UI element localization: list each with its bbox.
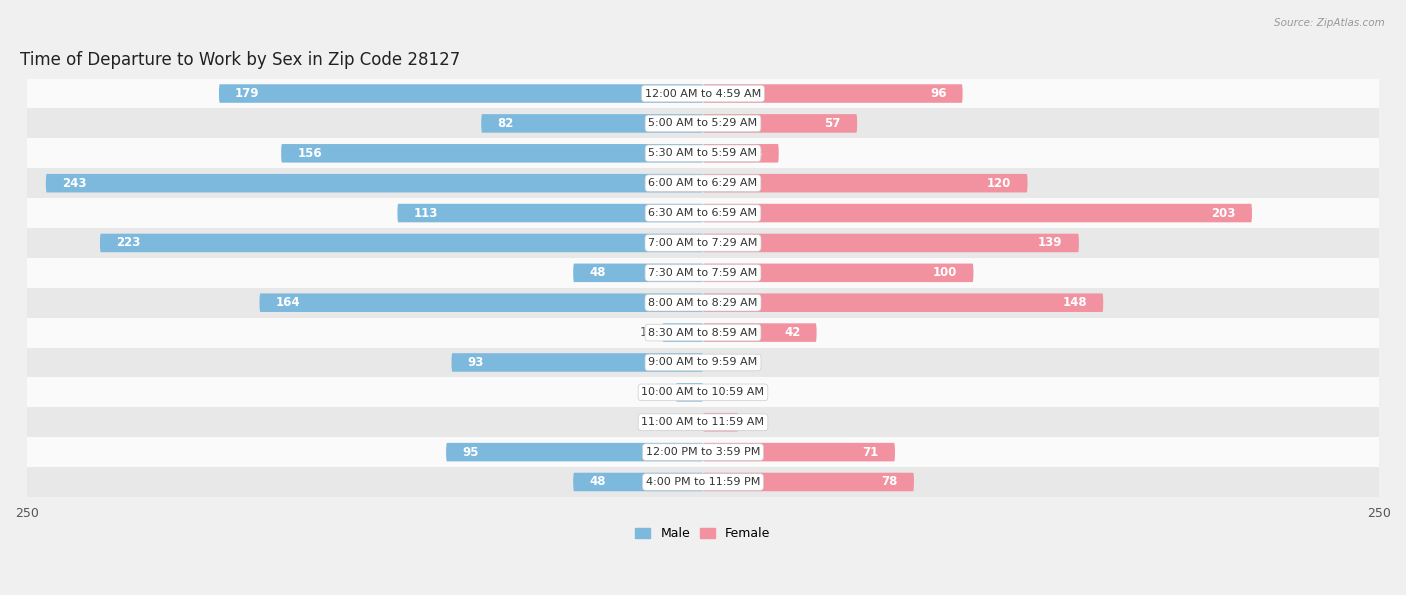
Text: 5:00 AM to 5:29 AM: 5:00 AM to 5:29 AM	[648, 118, 758, 129]
FancyBboxPatch shape	[703, 234, 1078, 252]
FancyBboxPatch shape	[703, 264, 973, 282]
FancyBboxPatch shape	[676, 383, 703, 402]
Text: 148: 148	[1063, 296, 1087, 309]
Text: 10:00 AM to 10:59 AM: 10:00 AM to 10:59 AM	[641, 387, 765, 397]
Text: 0: 0	[711, 386, 718, 399]
Bar	[27, 437, 1379, 467]
Text: Time of Departure to Work by Sex in Zip Code 28127: Time of Departure to Work by Sex in Zip …	[20, 51, 460, 68]
Bar	[27, 168, 1379, 198]
Text: 113: 113	[413, 206, 439, 220]
Text: 179: 179	[235, 87, 260, 100]
Text: 203: 203	[1212, 206, 1236, 220]
Text: 82: 82	[498, 117, 513, 130]
FancyBboxPatch shape	[481, 114, 703, 133]
Text: 78: 78	[882, 475, 897, 488]
FancyBboxPatch shape	[260, 293, 703, 312]
Text: 15: 15	[640, 326, 654, 339]
Text: 71: 71	[862, 446, 879, 459]
Text: 120: 120	[987, 177, 1011, 190]
FancyBboxPatch shape	[574, 264, 703, 282]
FancyBboxPatch shape	[100, 234, 703, 252]
FancyBboxPatch shape	[703, 293, 1104, 312]
Text: 8:30 AM to 8:59 AM: 8:30 AM to 8:59 AM	[648, 328, 758, 337]
FancyBboxPatch shape	[46, 174, 703, 192]
Text: 13: 13	[747, 416, 761, 429]
FancyBboxPatch shape	[703, 473, 914, 491]
Text: 223: 223	[117, 236, 141, 249]
Text: 9:00 AM to 9:59 AM: 9:00 AM to 9:59 AM	[648, 358, 758, 368]
Text: 10: 10	[652, 386, 668, 399]
Text: 243: 243	[62, 177, 87, 190]
FancyBboxPatch shape	[398, 204, 703, 223]
Bar	[27, 347, 1379, 377]
Bar	[27, 228, 1379, 258]
Bar	[27, 79, 1379, 108]
FancyBboxPatch shape	[703, 144, 779, 162]
Text: 48: 48	[589, 267, 606, 279]
Bar	[27, 467, 1379, 497]
Text: 48: 48	[589, 475, 606, 488]
Text: 7:00 AM to 7:29 AM: 7:00 AM to 7:29 AM	[648, 238, 758, 248]
Text: 96: 96	[929, 87, 946, 100]
FancyBboxPatch shape	[703, 84, 963, 103]
Text: 6:30 AM to 6:59 AM: 6:30 AM to 6:59 AM	[648, 208, 758, 218]
Text: 57: 57	[824, 117, 841, 130]
Bar	[27, 139, 1379, 168]
FancyBboxPatch shape	[281, 144, 703, 162]
Text: 100: 100	[932, 267, 957, 279]
Text: 4:00 PM to 11:59 PM: 4:00 PM to 11:59 PM	[645, 477, 761, 487]
Bar	[27, 198, 1379, 228]
Text: 5:30 AM to 5:59 AM: 5:30 AM to 5:59 AM	[648, 148, 758, 158]
Text: 139: 139	[1038, 236, 1063, 249]
Text: 42: 42	[785, 326, 800, 339]
Text: 12:00 AM to 4:59 AM: 12:00 AM to 4:59 AM	[645, 89, 761, 99]
Text: 8:00 AM to 8:29 AM: 8:00 AM to 8:29 AM	[648, 298, 758, 308]
FancyBboxPatch shape	[446, 443, 703, 461]
Text: Source: ZipAtlas.com: Source: ZipAtlas.com	[1274, 18, 1385, 28]
Text: 11:00 AM to 11:59 AM: 11:00 AM to 11:59 AM	[641, 417, 765, 427]
Text: 6:00 AM to 6:29 AM: 6:00 AM to 6:29 AM	[648, 178, 758, 188]
FancyBboxPatch shape	[574, 473, 703, 491]
Text: 28: 28	[747, 147, 762, 160]
FancyBboxPatch shape	[703, 443, 896, 461]
Bar	[27, 377, 1379, 408]
FancyBboxPatch shape	[703, 413, 738, 431]
Bar	[27, 408, 1379, 437]
Text: 95: 95	[463, 446, 479, 459]
Text: 0: 0	[688, 416, 695, 429]
Bar	[27, 318, 1379, 347]
FancyBboxPatch shape	[219, 84, 703, 103]
Text: 156: 156	[297, 147, 322, 160]
Text: 93: 93	[468, 356, 484, 369]
Text: 7:30 AM to 7:59 AM: 7:30 AM to 7:59 AM	[648, 268, 758, 278]
FancyBboxPatch shape	[703, 204, 1251, 223]
Bar	[27, 288, 1379, 318]
FancyBboxPatch shape	[703, 174, 1028, 192]
Text: 12:00 PM to 3:59 PM: 12:00 PM to 3:59 PM	[645, 447, 761, 457]
FancyBboxPatch shape	[451, 353, 703, 372]
FancyBboxPatch shape	[662, 323, 703, 342]
Bar	[27, 258, 1379, 288]
Bar	[27, 108, 1379, 139]
Legend: Male, Female: Male, Female	[630, 522, 776, 545]
FancyBboxPatch shape	[703, 114, 858, 133]
Text: 164: 164	[276, 296, 301, 309]
Text: 0: 0	[711, 356, 718, 369]
FancyBboxPatch shape	[703, 323, 817, 342]
